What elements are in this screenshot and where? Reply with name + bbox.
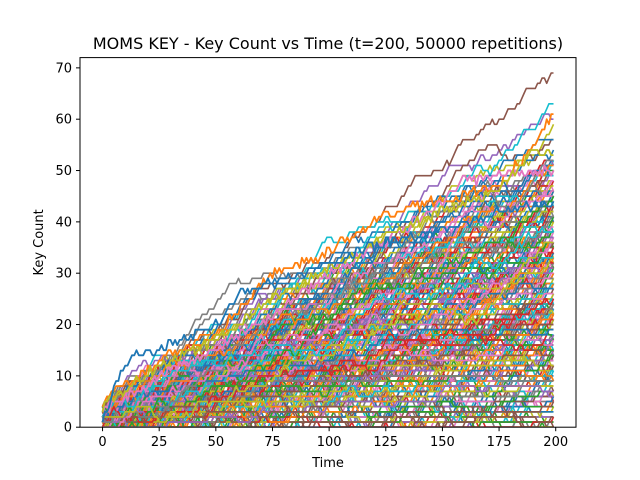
- x-tick-label: 150: [430, 435, 455, 450]
- series-line-highlight: [101, 164, 555, 413]
- series-line: [102, 287, 554, 413]
- y-tick-label: 20: [55, 318, 72, 333]
- x-tick-label: 0: [98, 435, 106, 450]
- series-line: [101, 257, 555, 408]
- series-line: [102, 298, 555, 423]
- x-tick-label: 50: [208, 435, 225, 450]
- series-line: [102, 149, 555, 418]
- y-axis-label: Key Count: [32, 209, 47, 275]
- series-line: [102, 159, 554, 423]
- y-axis: 0 10 20 30 40 50 60 70: [55, 61, 80, 436]
- x-tick-label: 200: [543, 435, 568, 450]
- y-tick-label: 30: [55, 267, 72, 282]
- plot-frame: [79, 57, 577, 428]
- series-line-highlight: [101, 113, 554, 408]
- series-line: [102, 334, 555, 428]
- x-tick-label: 125: [373, 435, 398, 450]
- x-axis-label: Time: [311, 456, 344, 471]
- y-tick-label: 70: [55, 61, 72, 76]
- series-line: [101, 169, 554, 413]
- series-line: [101, 257, 554, 418]
- series-line: [102, 241, 554, 423]
- x-tick-label: 75: [264, 435, 281, 450]
- y-tick-label: 10: [55, 369, 72, 384]
- series-line-highlight: [101, 200, 555, 423]
- y-tick-label: 60: [55, 113, 72, 128]
- series-line-highlight: [101, 149, 554, 412]
- series-line: [102, 328, 554, 428]
- series-line: [102, 241, 554, 428]
- y-tick-label: 50: [55, 164, 72, 179]
- series-layer: [101, 72, 555, 428]
- x-tick-label: 175: [487, 435, 512, 450]
- chart-title: MOMS KEY - Key Count vs Time (t=200, 500…: [93, 34, 563, 53]
- x-axis: 0 25 50 75 100 125 150 175 200: [98, 427, 568, 450]
- y-tick-label: 0: [64, 421, 72, 436]
- y-tick-label: 40: [55, 215, 72, 230]
- x-tick-label: 25: [151, 435, 168, 450]
- series-line: [101, 400, 554, 428]
- x-tick-label: 100: [317, 435, 342, 450]
